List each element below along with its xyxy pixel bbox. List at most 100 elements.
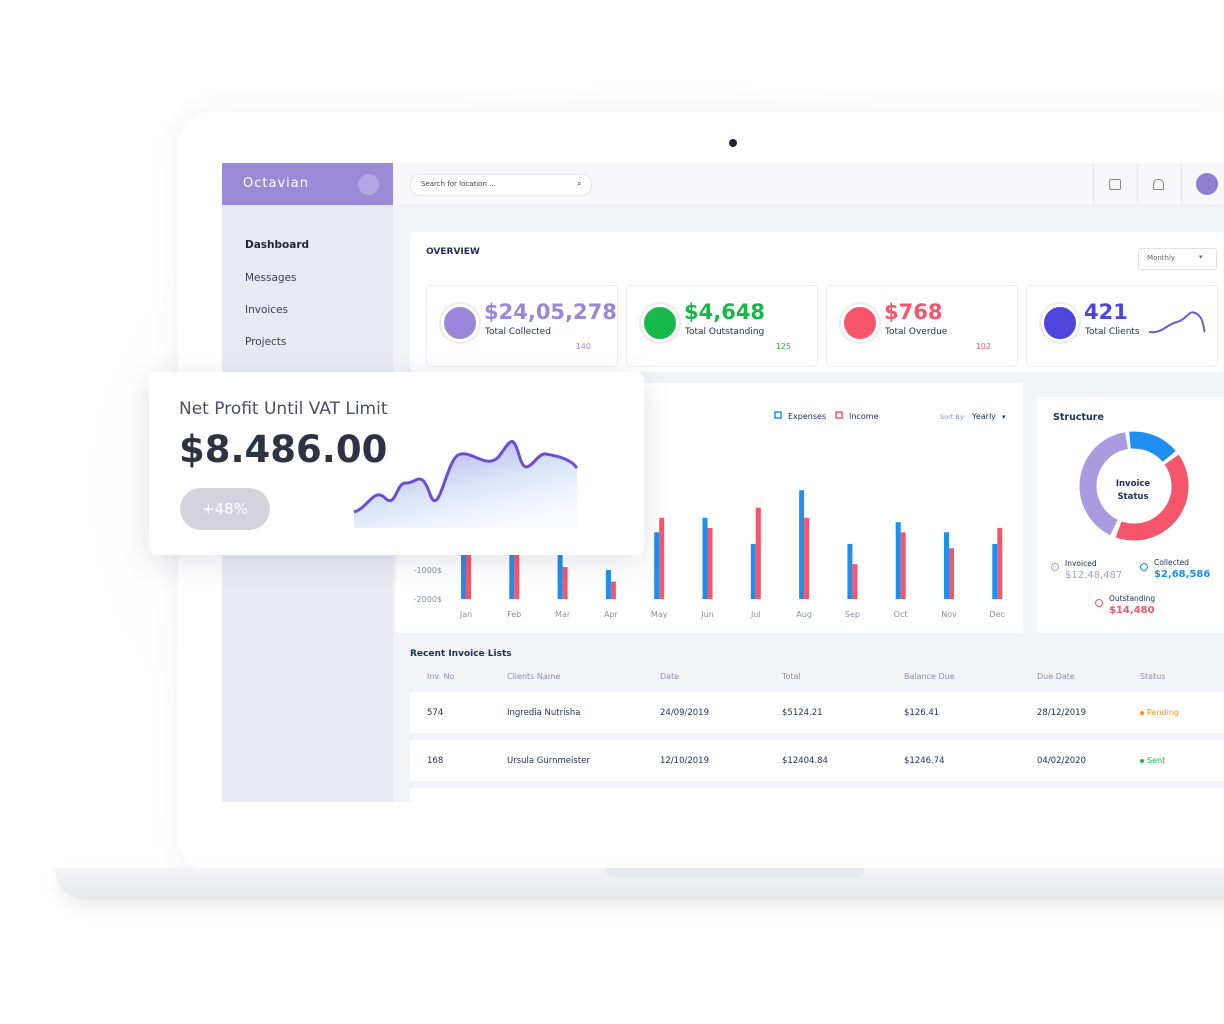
promo-sparkline [353,440,579,528]
invoice-cell: Ursula Gurnmeister [507,756,590,766]
structure-name: Outstanding [1109,594,1156,603]
notification-icon[interactable] [1153,179,1164,190]
top-divider [1137,163,1138,205]
bar [562,567,568,599]
bar [707,527,713,599]
invoices-title: Recent Invoice Lists [410,649,512,659]
structure-name: Collected [1154,558,1190,567]
stat-card: 421 Total Clients [1026,285,1218,367]
structure-value: $2,68,586 [1154,569,1211,580]
legend-label: Income [849,412,879,421]
invoice-cell: 12/10/2019 [660,756,709,766]
overview-title: OVERVIEW [426,247,480,257]
period-select[interactable] [1138,248,1217,270]
invoice-cell: 168 [427,756,444,766]
structure-title: Structure [1053,412,1104,423]
x-tick-label: Feb [507,610,521,619]
column-header: Due Date [1037,672,1075,681]
invoice-cell: Ingredia Nutrisha [507,708,581,718]
card-value: 421 [1084,300,1128,324]
invoice-row [410,788,1224,802]
invoice-cell: Pending [1147,708,1179,717]
y-tick-label: -2000$ [414,595,442,604]
bar [750,543,756,599]
bar [702,517,708,599]
donut [1079,431,1189,541]
x-tick-label: Nov [941,610,957,619]
top-divider [1181,163,1182,205]
card-badge: 140 [575,342,591,351]
menu-item[interactable]: Messages [245,272,297,284]
card-label: Total Outstanding [685,327,765,337]
promo-change: +48% [202,500,248,518]
card-value: $768 [884,300,943,324]
y-tick-label: -1000$ [414,566,442,575]
message-icon[interactable] [1109,179,1121,190]
x-tick-label: Jul [750,610,761,619]
legend-label: Expenses [788,412,826,421]
card-label: Total Clients [1085,327,1140,337]
invoice-row: 168 Ursula Gurnmeister 12/10/2019 $12404.84… [410,740,1224,781]
invoice-cell: 04/02/2020 [1037,756,1086,766]
card-label: Total Overdue [885,327,948,337]
card-badge: 125 [775,342,791,351]
promo-title: Net Profit Until VAT Limit [179,399,388,419]
avatar[interactable] [1196,173,1218,195]
legend-swatch [835,411,843,419]
donut-segment [1079,431,1189,541]
card-label: Total Collected [485,327,551,337]
column-header: Clients Name [507,672,561,681]
structure-value: $14,480 [1109,605,1155,616]
invoice-cell: $5124.21 [782,708,823,718]
menu-toggle[interactable] [358,174,379,195]
bar [949,548,954,599]
invoice-cell: $126.41 [904,708,940,718]
menu-item[interactable]: Invoices [245,304,289,316]
column-header: Total [782,672,801,681]
bar [514,532,520,599]
card-value: $24,05,278 [484,300,617,324]
top-divider [1093,163,1094,205]
column-header: Status [1140,672,1166,681]
x-tick-label: Jan [459,610,472,619]
invoice-cell: Sent [1147,756,1166,765]
bar [654,532,660,599]
stat-card: $24,05,278 Total Collected 140 [426,285,618,367]
status-dot [1140,759,1144,763]
bar [992,543,998,599]
invoice-row: 574 Ingredia Nutrisha 24/09/2019 $5124.21 $1… [410,692,1224,733]
x-tick-label: Oct [894,610,908,619]
bar [605,570,611,599]
card-icon [641,304,679,342]
donut-segment [1079,431,1189,541]
menu-item[interactable]: Projects [245,336,287,348]
x-tick-label: Sep [845,610,860,619]
legend-ring [1140,563,1148,571]
donut-segment [1079,431,1189,541]
invoice-cell: 24/09/2019 [660,708,709,718]
bar [852,564,858,599]
column-header: Inv. No [427,672,455,681]
promo-change-pill [180,488,270,530]
status-dot [1140,711,1144,715]
x-tick-label: Mar [555,610,571,619]
bar [799,490,805,599]
legend-ring [1051,563,1059,571]
menu-item[interactable]: Dashboard [245,239,310,251]
bar [659,517,665,599]
column-header: Balance Due [904,672,955,681]
search-icon: ⌕ [577,179,582,188]
bar [804,517,810,599]
structure-value: $12,48,487 [1065,570,1123,581]
laptop-notch [605,868,865,878]
sort-value: Yearly [971,412,996,421]
bar [847,543,853,599]
legend-ring [1095,599,1103,607]
column-header: Date [660,672,680,681]
card-icon [1041,304,1079,342]
bar [610,581,616,599]
x-tick-label: Apr [604,610,619,619]
search-box[interactable] [410,174,592,196]
